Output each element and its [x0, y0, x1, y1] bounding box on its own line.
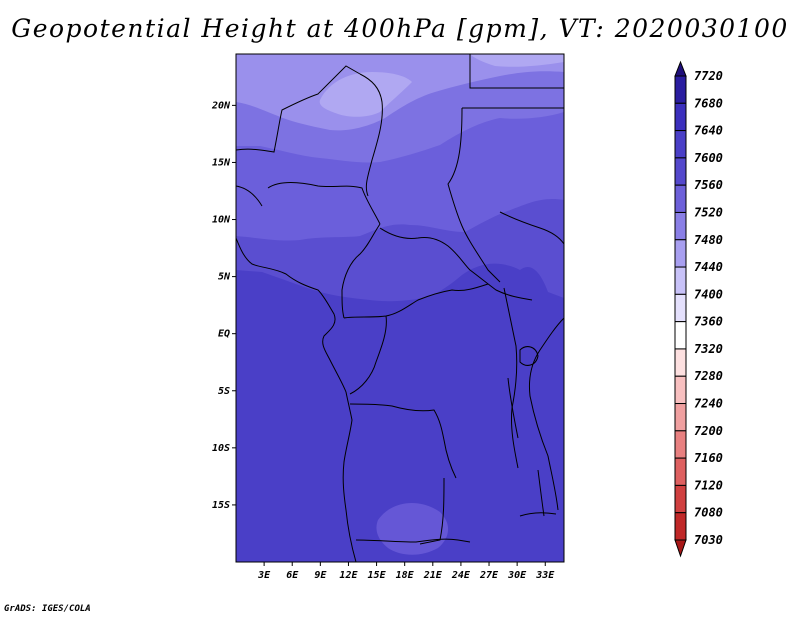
lat-tick-label: 15S — [212, 500, 230, 511]
colorbar-label: 7120 — [694, 478, 723, 492]
east-africa-rift — [503, 287, 519, 469]
chad-sudan-border — [447, 107, 501, 283]
colorbar-segment — [674, 184, 687, 213]
lon-tick-label: 18E — [396, 570, 415, 581]
colorbar-label: 7520 — [694, 205, 723, 219]
colorbar-segment — [674, 484, 687, 514]
lat-tick-label: 15N — [212, 157, 231, 168]
lat-tick-label: 10N — [212, 215, 231, 226]
drc-angola-border — [349, 403, 457, 479]
lon-tick-label: 24E — [451, 570, 471, 581]
sahara-border-central — [359, 73, 383, 197]
ethiopia-border — [499, 211, 564, 245]
colorbar-label: 7030 — [694, 533, 723, 547]
colorbar-label: 7600 — [694, 151, 723, 165]
lake-victoria — [519, 346, 539, 366]
colorbar-min-triangle — [674, 539, 687, 558]
lon-tick-label: 15E — [368, 570, 387, 581]
colorbar-segment — [674, 430, 687, 459]
colorbar: 7720 7680 7640 7600 7560 7520 7480 7440 7400 7360… — [674, 60, 723, 558]
colorbar-label: 7240 — [694, 397, 723, 411]
colorbar-segment — [674, 375, 687, 405]
colorbar-segment — [674, 130, 687, 159]
drc-north-border — [343, 283, 489, 319]
lat-tick-label: 10S — [212, 443, 230, 454]
grads-credit: GrADS: IGES/COLA — [4, 604, 91, 614]
lon-tick-label: 27E — [479, 570, 499, 581]
colorbar-segment — [674, 403, 687, 432]
colorbar-label: 7320 — [694, 342, 723, 356]
contour-fields — [236, 54, 564, 562]
colorbar-label: 7400 — [694, 287, 723, 301]
latitude-axis: 20N 15N 10N 5N EQ 5S 10S 15S — [211, 100, 236, 511]
car-border — [379, 227, 533, 301]
lon-tick-label: 33E — [535, 570, 555, 581]
colorbar-label: 7680 — [694, 96, 723, 110]
colorbar-label: 7440 — [694, 260, 723, 274]
east-coast — [529, 317, 564, 511]
colorbar-segment — [674, 211, 687, 241]
lon-tick-label: 21E — [423, 570, 443, 581]
colorbar-segment — [674, 266, 687, 295]
colorbar-segment — [674, 457, 687, 486]
longitude-axis: 3E 6E 9E 12E 15E 18E 21E 24E 27E 30E 33E — [257, 562, 555, 581]
congo-drc-border — [349, 315, 387, 395]
namibia-border — [355, 538, 471, 543]
west-africa-coast — [236, 237, 357, 562]
colorbar-segment — [674, 293, 687, 323]
colorbar-segment — [674, 348, 687, 377]
field-7560-7600-south — [376, 502, 449, 555]
libya-egypt-border — [469, 54, 564, 89]
lat-tick-label: 20N — [211, 100, 231, 111]
lon-tick-label: 12E — [339, 570, 358, 581]
colorbar-segment — [674, 157, 687, 186]
map-title: Geopotential Height at 400hPa [gpm], VT:… — [11, 14, 789, 43]
lon-tick-label: 3E — [257, 570, 271, 581]
colorbar-segment — [674, 512, 687, 541]
colorbar-label: 7560 — [694, 178, 723, 192]
colorbar-label: 7360 — [694, 315, 723, 329]
colorbar-segment — [674, 102, 687, 132]
mozambique-border — [519, 512, 557, 517]
lon-tick-label: 30E — [507, 570, 527, 581]
colorbar-segment — [674, 321, 687, 350]
colorbar-label: 7720 — [694, 69, 723, 83]
field-7400-7440 — [319, 72, 412, 117]
colorbar-label: 7200 — [694, 424, 723, 438]
sahara-border-west — [236, 65, 361, 153]
colorbar-label: 7640 — [694, 124, 723, 138]
colorbar-label: 7280 — [694, 369, 723, 383]
colorbar-segment — [674, 239, 687, 268]
colorbar-label: 7480 — [694, 233, 723, 247]
lat-tick-label: EQ — [218, 329, 230, 340]
lat-tick-label: 5N — [218, 272, 231, 283]
colorbar-label: 7160 — [694, 451, 723, 465]
lake-tanganyika — [507, 377, 519, 439]
lon-tick-label: 6E — [286, 570, 299, 581]
field-7400-7440-ne — [470, 54, 564, 67]
plot-frame — [235, 53, 565, 563]
cameroon-border — [341, 223, 381, 319]
nw-africa-border — [236, 185, 263, 207]
colorbar-segment — [674, 75, 687, 104]
colorbar-label: 7080 — [694, 506, 723, 520]
niger-nigeria-border — [267, 182, 381, 225]
colorbar-max-triangle — [674, 60, 687, 77]
coastlines-and-borders — [236, 54, 564, 562]
lon-tick-label: 9E — [314, 570, 327, 581]
lat-tick-label: 5S — [218, 386, 230, 397]
